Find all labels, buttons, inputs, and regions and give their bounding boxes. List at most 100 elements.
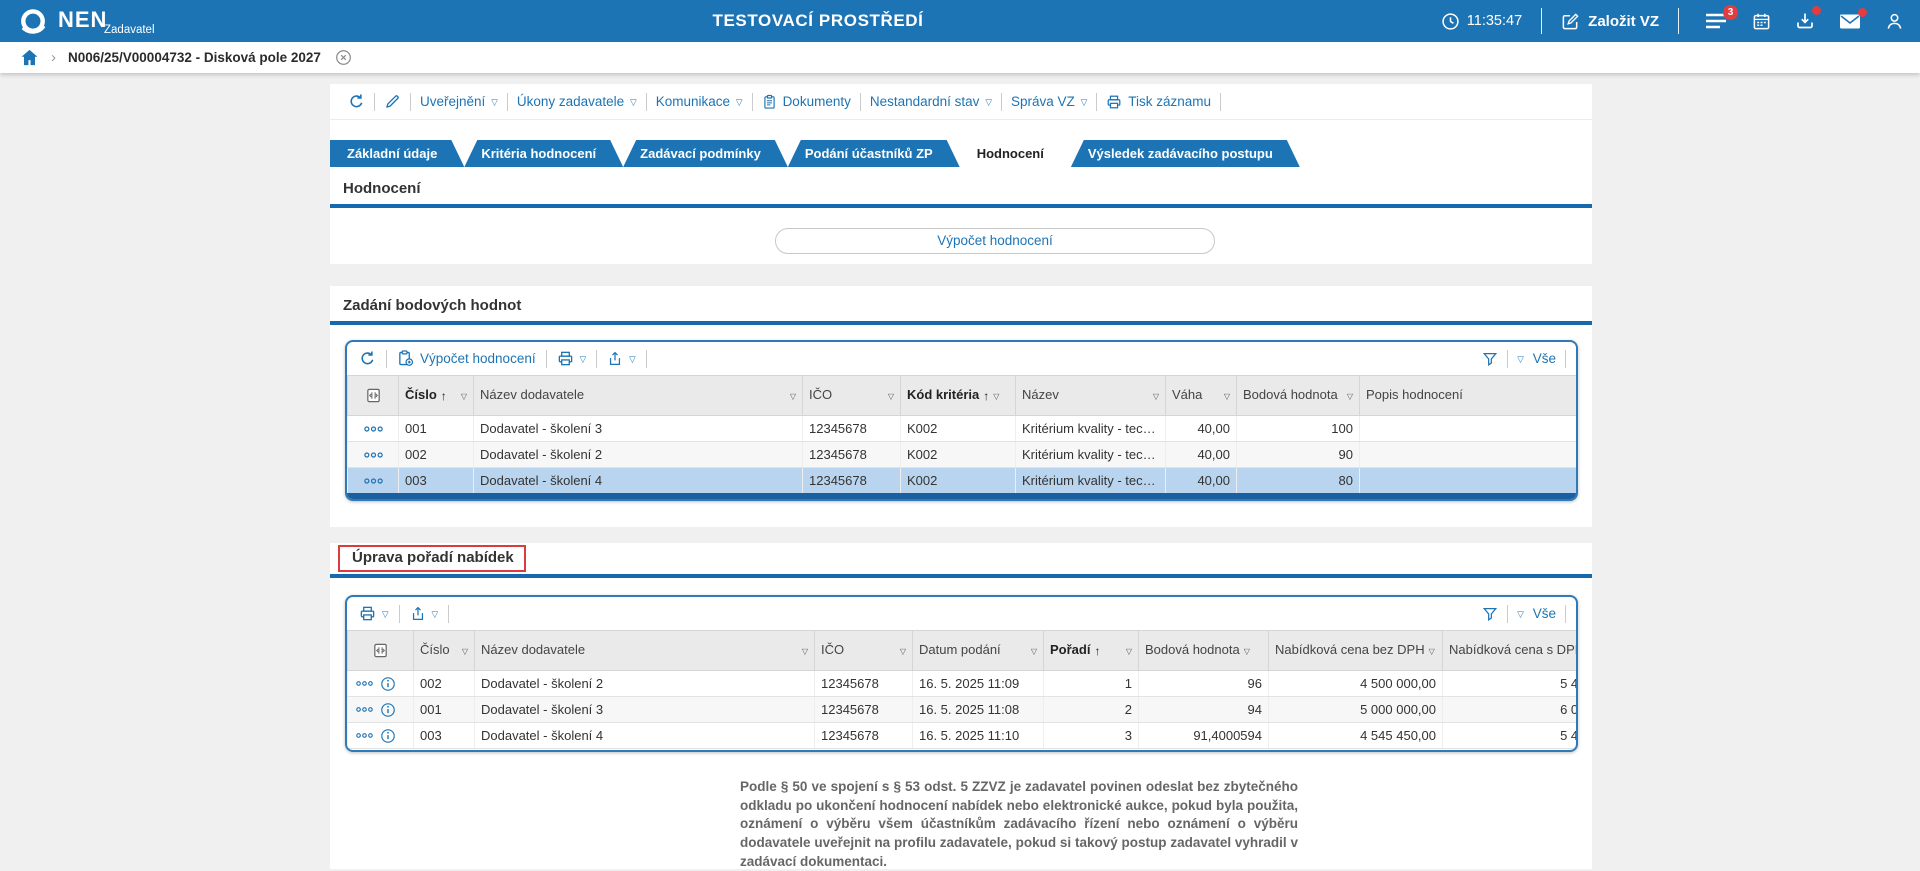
filter-chevron-icon[interactable]: ▽ (789, 392, 796, 401)
column-header-nazev-dodavatele[interactable]: Název dodavatele ▽ (474, 630, 815, 671)
chevron-down-icon: ▽ (630, 97, 637, 107)
info-icon[interactable] (380, 728, 396, 744)
filter-chevron-icon[interactable]: ▽ (460, 392, 467, 401)
points-table-header-row: Číslo ↑ ▽ Název dodavatele ▽ IČO ▽ Kód krité… (347, 375, 1576, 416)
column-header-vaha[interactable]: Váha ▽ (1165, 375, 1237, 416)
filter-funnel-icon[interactable] (1482, 606, 1498, 622)
table-row[interactable]: 002 Dodavatel - školení 2 12345678 K002 … (347, 441, 1576, 468)
refresh-button[interactable] (348, 93, 365, 110)
filter-chevron-icon[interactable]: ▽ (801, 647, 808, 656)
close-record-icon[interactable] (335, 49, 352, 66)
environment-title: TESTOVACÍ PROSTŘEDÍ (712, 11, 924, 30)
cell-datum: 16. 5. 2025 11:08 (912, 696, 1044, 723)
refresh-button[interactable] (359, 350, 376, 367)
home-icon[interactable] (20, 48, 39, 67)
table-filter-controls: ▽ Vše (1482, 349, 1566, 368)
table-row[interactable]: 002 Dodavatel - školení 2 12345678 16. 5… (347, 670, 1576, 697)
chevron-down-icon: ▽ (1080, 97, 1088, 107)
filter-chevron-icon[interactable]: ▽ (993, 392, 1000, 401)
chevron-down-icon[interactable]: ▽ (1517, 354, 1524, 364)
vypocet-hodnoceni-action[interactable]: Výpočet hodnocení (397, 350, 536, 367)
filter-chevron-icon[interactable]: ▽ (1223, 392, 1230, 401)
export-table-button[interactable]: ▽ (607, 351, 636, 367)
filter-chevron-icon[interactable]: ▽ (1243, 647, 1250, 656)
column-header-ico[interactable]: IČO ▽ (814, 630, 913, 671)
row-actions-cell[interactable] (347, 467, 399, 494)
messages-button[interactable] (1839, 7, 1867, 30)
menu-komunikace[interactable]: Komunikace ▽ (656, 94, 743, 109)
filter-chevron-icon[interactable]: ▽ (1346, 392, 1353, 401)
column-header-ico[interactable]: IČO ▽ (802, 375, 901, 416)
menu-sprava-vz[interactable]: Správa VZ ▽ (1011, 94, 1087, 109)
tab-vysledek[interactable]: Výsledek zadávacího postupu (1071, 140, 1300, 167)
table-row-selected[interactable]: 003 Dodavatel - školení 4 12345678 K002 … (347, 467, 1576, 494)
points-table-panel: Výpočet hodnocení ▽ ▽ (345, 340, 1578, 501)
tab-zadavaci-podminky[interactable]: Zadávací podmínky (623, 140, 788, 167)
column-header-nazev-dodavatele[interactable]: Název dodavatele ▽ (473, 375, 803, 416)
filter-funnel-icon[interactable] (1482, 351, 1498, 367)
chevron-down-icon[interactable]: ▽ (1517, 609, 1524, 619)
print-table-button[interactable]: ▽ (359, 605, 389, 622)
vypocet-hodnoceni-button[interactable]: Výpočet hodnocení (775, 228, 1215, 254)
calendar-button[interactable] (1752, 12, 1771, 31)
user-profile-button[interactable] (1885, 12, 1904, 31)
tab-zakladni-udaje[interactable]: Základní údaje (330, 140, 464, 167)
column-header-cislo[interactable]: Číslo ▽ (413, 630, 475, 671)
column-header-poradi[interactable]: Pořadí ↑ ▽ (1043, 630, 1139, 671)
row-actions-cell[interactable] (347, 415, 399, 442)
filter-chevron-icon[interactable]: ▽ (1428, 647, 1435, 656)
create-vz-button[interactable]: Založit VZ (1561, 12, 1659, 31)
cell-cislo: 002 (398, 441, 474, 468)
column-header-cislo[interactable]: Číslo ↑ ▽ (398, 375, 474, 416)
row-menu-icon[interactable] (356, 680, 373, 687)
column-header-nazev[interactable]: Název ▽ (1015, 375, 1166, 416)
column-header-kod-kriteria[interactable]: Kód kritéria ↑ ▽ (900, 375, 1016, 416)
divider (386, 349, 387, 368)
show-all-button[interactable]: Vše (1532, 606, 1556, 621)
cell-dodavatel: Dodavatel - školení 2 (473, 441, 803, 468)
column-header-datum-podani[interactable]: Datum podání ▽ (912, 630, 1044, 671)
info-icon[interactable] (380, 702, 396, 718)
table-row[interactable]: 003 Dodavatel - školení 4 12345678 16. 5… (347, 722, 1576, 749)
show-all-button[interactable]: Vše (1532, 351, 1556, 366)
menu-ukony-zadavatele[interactable]: Úkony zadavatele ▽ (517, 94, 637, 109)
menu-dokumenty[interactable]: Dokumenty (762, 94, 851, 110)
column-header-bodova-hodnota[interactable]: Bodová hodnota ▽ (1236, 375, 1360, 416)
column-chooser-button[interactable] (347, 630, 414, 671)
tab-podani-ucastniku[interactable]: Podání účastníků ZP (788, 140, 960, 167)
horizontal-scrollbar[interactable] (347, 493, 1576, 499)
row-menu-icon[interactable] (356, 732, 373, 739)
filter-chevron-icon[interactable]: ▽ (899, 647, 906, 656)
divider (374, 92, 375, 111)
column-header-bodova-hodnota[interactable]: Bodová hodnota ▽ (1138, 630, 1269, 671)
filter-chevron-icon[interactable]: ▽ (887, 392, 894, 401)
filter-chevron-icon[interactable]: ▽ (461, 647, 468, 656)
cell-body: 80 (1236, 467, 1360, 494)
edit-record-button[interactable] (384, 93, 401, 110)
column-header-cena-bez-dph[interactable]: Nabídková cena bez DPH ▽ (1268, 630, 1443, 671)
table-filter-controls: ▽ Vše (1482, 604, 1566, 623)
breadcrumb-item[interactable]: N006/25/V00004732 - Disková pole 2027 (68, 50, 321, 65)
column-header-cena-s-dph[interactable]: Nabídková cena s DPH (1442, 630, 1576, 671)
tab-hodnoceni[interactable]: Hodnocení (960, 140, 1071, 167)
filter-chevron-icon[interactable]: ▽ (1152, 392, 1159, 401)
info-icon[interactable] (380, 676, 396, 692)
table-row[interactable]: 001 Dodavatel - školení 3 12345678 16. 5… (347, 696, 1576, 723)
cell-cena-bez-dph: 4 545 450,00 (1268, 722, 1443, 749)
column-chooser-button[interactable] (347, 375, 399, 416)
menu-tisk-zaznamu[interactable]: Tisk záznamu (1106, 94, 1211, 110)
inbox-button[interactable] (1795, 6, 1821, 31)
column-header-popis-hodnoceni[interactable]: Popis hodnocení (1359, 375, 1576, 416)
row-actions-cell[interactable] (347, 441, 399, 468)
menu-nestandardni-stav[interactable]: Nestandardní stav ▽ (870, 94, 992, 109)
export-table-button[interactable]: ▽ (410, 606, 438, 622)
filter-chevron-icon[interactable]: ▽ (1030, 647, 1037, 656)
row-menu-icon[interactable] (356, 706, 373, 713)
table-row[interactable]: 001 Dodavatel - školení 3 12345678 K002 … (347, 415, 1576, 442)
tab-kriteria-hodnoceni[interactable]: Kritéria hodnocení (464, 140, 623, 167)
print-table-button[interactable]: ▽ (557, 350, 586, 367)
cell-cislo: 001 (398, 415, 474, 442)
menu-uverejneni[interactable]: Uveřejnění ▽ (420, 94, 498, 109)
tasks-menu-button[interactable]: 3 (1704, 5, 1738, 30)
filter-chevron-icon[interactable]: ▽ (1125, 647, 1132, 656)
